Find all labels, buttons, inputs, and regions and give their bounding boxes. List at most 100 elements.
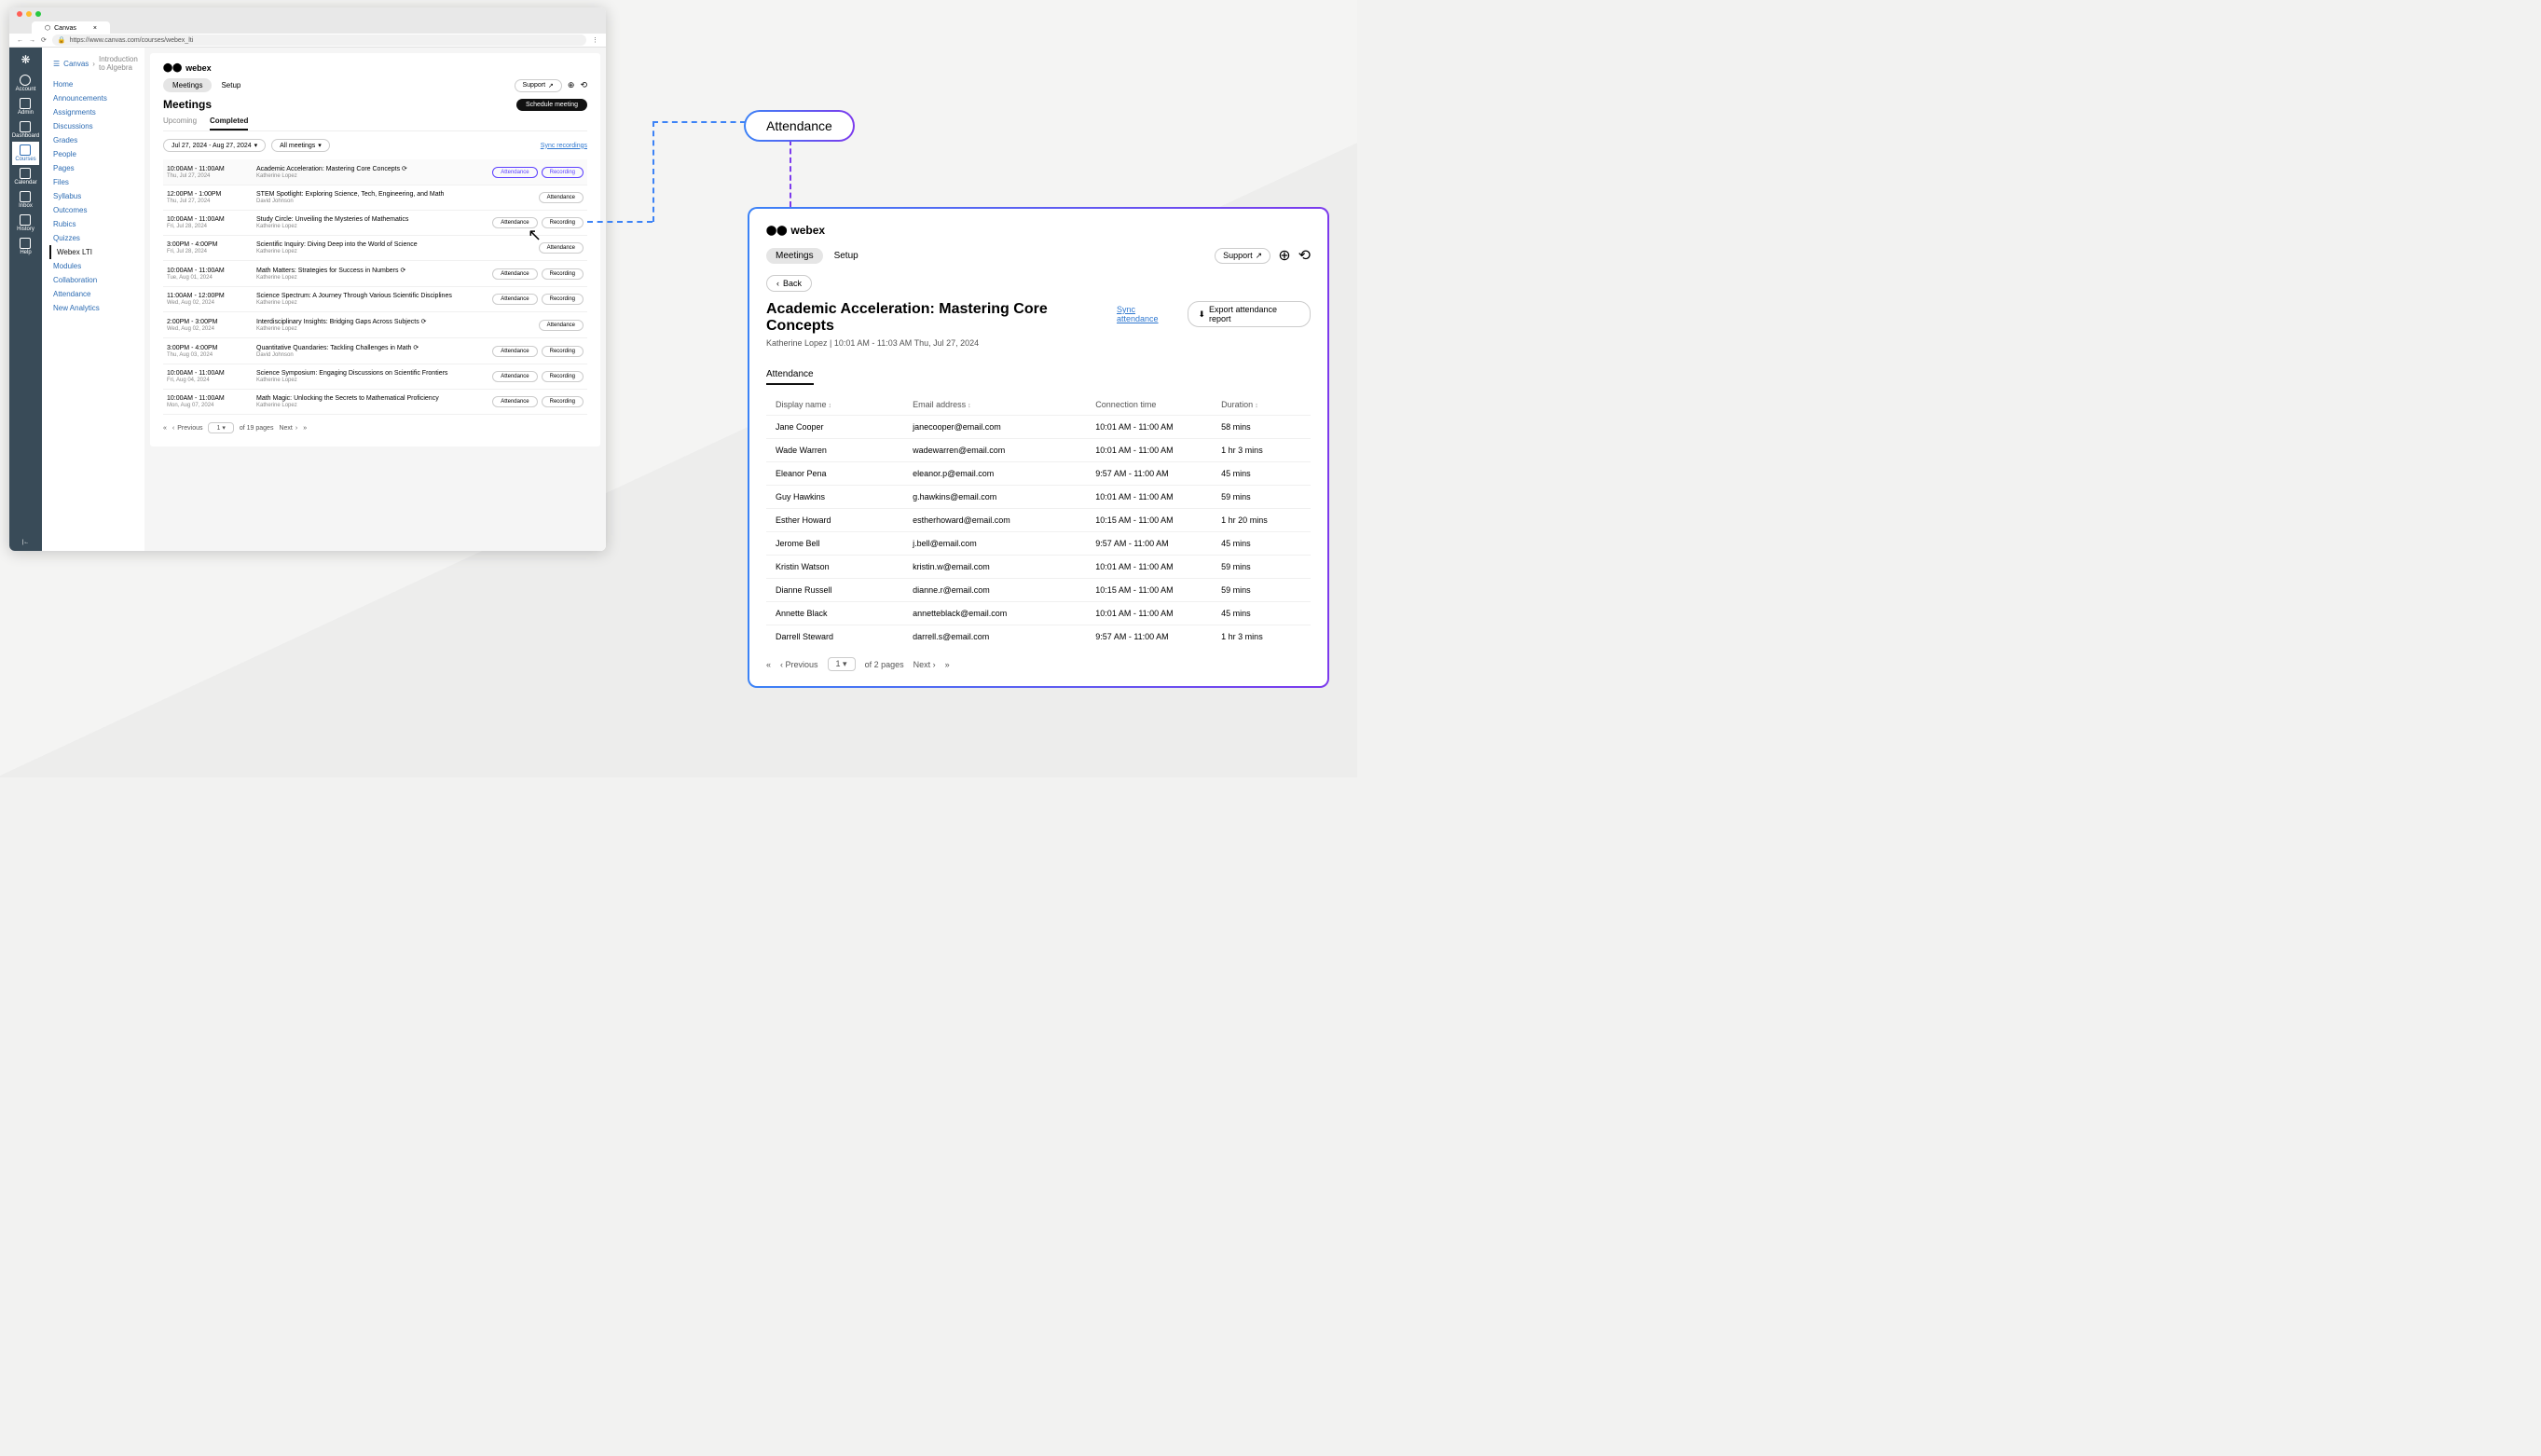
nav-item-home[interactable]: Home xyxy=(49,77,144,91)
cell-connection: 10:01 AM - 11:00 AM xyxy=(1095,492,1221,501)
seg-meetings[interactable]: Meetings xyxy=(766,248,823,264)
recording-button[interactable]: Recording xyxy=(542,396,584,407)
close-icon[interactable]: × xyxy=(93,25,97,32)
col-email[interactable]: Email address↕ xyxy=(913,400,1095,409)
meeting-row: 10:00AM - 11:00AMFri, Aug 04, 2024Scienc… xyxy=(163,364,587,390)
nav-item-assignments[interactable]: Assignments xyxy=(49,105,144,119)
logout-icon[interactable]: ⟲ xyxy=(1298,246,1311,265)
forward-icon[interactable]: → xyxy=(29,37,35,44)
rail-item-account[interactable]: Account xyxy=(12,72,39,95)
nav-item-files[interactable]: Files xyxy=(49,175,144,189)
recording-button[interactable]: Recording xyxy=(542,371,584,382)
address-bar[interactable]: 🔒 https://www.canvas.com/courses/webex_l… xyxy=(52,34,586,46)
max-dot[interactable] xyxy=(35,11,41,17)
pager-prev[interactable]: ‹ Previous xyxy=(780,660,818,669)
seg-setup[interactable]: Setup xyxy=(834,251,858,261)
logout-icon[interactable]: ⟲ xyxy=(580,80,587,90)
reload-icon[interactable]: ⟳ xyxy=(41,36,47,44)
support-button[interactable]: Support ↗ xyxy=(515,79,562,92)
cell-email: wadewarren@email.com xyxy=(913,446,1095,455)
nav-item-webex-lti[interactable]: Webex LTI xyxy=(49,245,144,259)
nav-item-rubics[interactable]: Rubics xyxy=(49,217,144,231)
min-dot[interactable] xyxy=(26,11,32,17)
back-button[interactable]: ‹ Back xyxy=(766,275,812,292)
pager-page-select[interactable]: 1 ▾ xyxy=(208,422,233,433)
cell-duration: 58 mins xyxy=(1221,422,1301,432)
nav-item-pages[interactable]: Pages xyxy=(49,161,144,175)
recording-button[interactable]: Recording xyxy=(542,217,584,228)
attendance-button[interactable]: Attendance xyxy=(492,346,537,357)
cell-name: Jane Cooper xyxy=(776,422,913,432)
recording-button[interactable]: Recording xyxy=(542,294,584,305)
meeting-type-filter[interactable]: All meetings ▾ xyxy=(271,139,330,152)
nav-item-outcomes[interactable]: Outcomes xyxy=(49,203,144,217)
nav-item-collaboration[interactable]: Collaboration xyxy=(49,273,144,287)
schedule-meeting-button[interactable]: Schedule meeting xyxy=(516,99,587,111)
rail-item-calendar[interactable]: Calendar xyxy=(12,165,39,188)
rail-item-dashboard[interactable]: Dashboard xyxy=(12,118,39,142)
attendance-button[interactable]: Attendance xyxy=(492,268,537,280)
hamburger-icon[interactable]: ☰ xyxy=(53,60,60,68)
nav-item-new-analytics[interactable]: New Analytics xyxy=(49,301,144,315)
meeting-title: Interdisciplinary Insights: Bridging Gap… xyxy=(256,318,539,325)
pager-next[interactable]: Next › xyxy=(279,425,297,432)
recording-button[interactable]: Recording xyxy=(542,268,584,280)
attendance-button[interactable]: Attendance xyxy=(492,371,537,382)
globe-icon[interactable]: ⊕ xyxy=(568,80,575,90)
breadcrumb-app[interactable]: Canvas xyxy=(63,60,89,68)
close-dot[interactable] xyxy=(17,11,22,17)
support-button[interactable]: Support ↗ xyxy=(1215,248,1270,264)
meeting-host: Katherine Lopez xyxy=(256,403,492,408)
recording-button[interactable]: Recording xyxy=(542,167,584,178)
pager-last-icon[interactable]: » xyxy=(303,425,307,432)
recording-button[interactable]: Recording xyxy=(542,346,584,357)
rail-item-courses[interactable]: Courses xyxy=(12,142,39,165)
cell-name: Esther Howard xyxy=(776,515,913,525)
col-duration[interactable]: Duration↕ xyxy=(1221,400,1301,409)
rail-item-inbox[interactable]: Inbox xyxy=(12,188,39,212)
nav-item-people[interactable]: People xyxy=(49,147,144,161)
pager-first-icon[interactable]: « xyxy=(163,425,167,432)
sync-attendance-link[interactable]: Sync attendance xyxy=(1117,305,1178,323)
detail-tab-attendance[interactable]: Attendance xyxy=(766,369,814,385)
rail-item-help[interactable]: Help xyxy=(12,235,39,258)
nav-item-quizzes[interactable]: Quizzes xyxy=(49,231,144,245)
tab-completed[interactable]: Completed xyxy=(210,117,248,130)
breadcrumb-course[interactable]: Introduction to Algebra xyxy=(99,55,144,72)
attendance-button[interactable]: Attendance xyxy=(492,217,537,228)
attendance-button[interactable]: Attendance xyxy=(539,192,584,203)
back-icon[interactable]: ← xyxy=(17,37,23,44)
attendance-button[interactable]: Attendance xyxy=(492,396,537,407)
rail-label: Account xyxy=(16,87,36,92)
col-display-name[interactable]: Display name↕ xyxy=(776,400,913,409)
cell-email: j.bell@email.com xyxy=(913,539,1095,548)
attendance-button[interactable]: Attendance xyxy=(492,167,537,178)
pager-first-icon[interactable]: « xyxy=(766,660,771,669)
nav-item-attendance[interactable]: Attendance xyxy=(49,287,144,301)
nav-item-discussions[interactable]: Discussions xyxy=(49,119,144,133)
attendance-button[interactable]: Attendance xyxy=(539,320,584,331)
menu-icon[interactable]: ⋮ xyxy=(592,36,598,44)
pager-page-select[interactable]: 1 ▾ xyxy=(828,657,856,671)
pager-last-icon[interactable]: » xyxy=(945,660,950,669)
attendance-button[interactable]: Attendance xyxy=(539,242,584,254)
nav-item-modules[interactable]: Modules xyxy=(49,259,144,273)
browser-tab[interactable]: ⬡ Canvas × xyxy=(32,21,110,34)
rail-item-admin[interactable]: Admin xyxy=(12,95,39,118)
attendance-detail-panel: ⬤⬤ webex Meetings Setup Support ↗ ⊕ ⟲ ‹ … xyxy=(748,207,1329,688)
pager-prev[interactable]: ‹ Previous xyxy=(172,425,203,432)
nav-item-announcements[interactable]: Announcements xyxy=(49,91,144,105)
nav-item-grades[interactable]: Grades xyxy=(49,133,144,147)
date-range-filter[interactable]: Jul 27, 2024 - Aug 27, 2024 ▾ xyxy=(163,139,266,152)
attendance-button[interactable]: Attendance xyxy=(492,294,537,305)
rail-item-history[interactable]: History xyxy=(12,212,39,235)
tab-upcoming[interactable]: Upcoming xyxy=(163,117,197,130)
export-report-button[interactable]: ⬇ Export attendance report xyxy=(1188,301,1311,327)
collapse-icon[interactable]: |← xyxy=(17,534,35,551)
seg-setup[interactable]: Setup xyxy=(221,81,240,89)
sync-recordings-link[interactable]: Sync recordings xyxy=(541,143,587,149)
globe-icon[interactable]: ⊕ xyxy=(1278,246,1290,265)
pager-next[interactable]: Next › xyxy=(913,660,936,669)
nav-item-syllabus[interactable]: Syllabus xyxy=(49,189,144,203)
seg-meetings[interactable]: Meetings xyxy=(163,78,212,92)
